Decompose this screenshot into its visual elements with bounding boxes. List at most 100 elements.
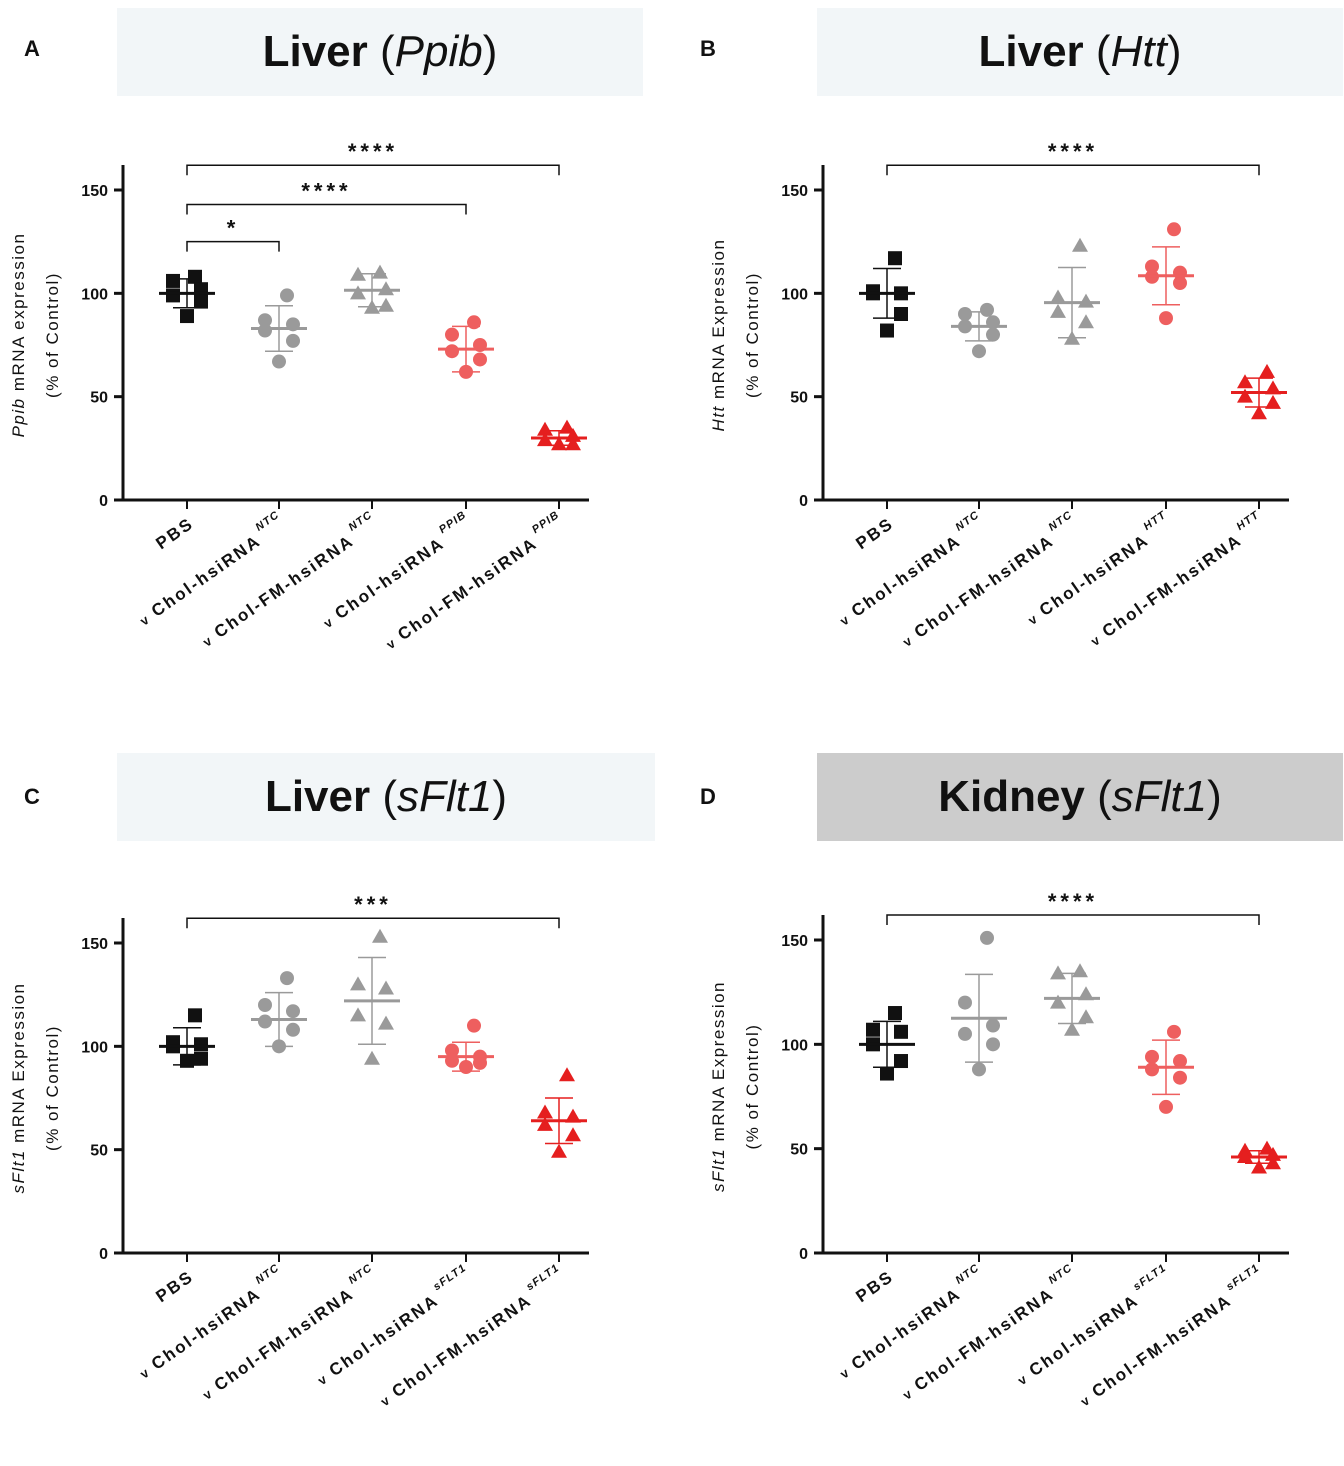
- data-point-circle: [972, 1062, 986, 1077]
- data-point-circle: [972, 344, 986, 359]
- scatter-chart: 0 50 100 150 sFlt1 mRNA Expression (% of Cont…: [709, 889, 1289, 1409]
- x-category-superscript: NTC: [253, 509, 281, 534]
- data-point-circle: [459, 364, 473, 379]
- x-category-name: PBS: [852, 514, 897, 553]
- y-tick-label: 150: [781, 933, 808, 950]
- x-category-prefix: v: [321, 610, 342, 631]
- x-category-prefix: v: [137, 1361, 158, 1382]
- data-point-triangle: [350, 266, 366, 281]
- data-point-square: [888, 1006, 902, 1021]
- data-point-triangle: [1050, 994, 1066, 1009]
- data-point-triangle: [378, 281, 394, 296]
- data-point-triangle: [537, 1116, 553, 1131]
- data-point-circle: [258, 323, 272, 338]
- x-category-superscript: HTT: [1234, 509, 1261, 533]
- data-point-circle: [286, 1022, 300, 1037]
- data-point-circle: [467, 315, 481, 330]
- x-category-text: v Chol-FM-hsiRNANTC: [895, 509, 1082, 651]
- data-point-circle: [958, 995, 972, 1010]
- x-category-label: v Chol-FM-hsiRNANTC: [200, 509, 375, 650]
- data-point-circle: [445, 344, 459, 359]
- panel-letter: B: [700, 36, 716, 61]
- data-point-triangle: [350, 976, 366, 991]
- data-point-circle: [986, 1018, 1000, 1033]
- data-point-circle: [980, 930, 994, 945]
- x-category-prefix: v: [137, 608, 158, 629]
- data-point-square: [194, 1037, 208, 1052]
- data-point-triangle: [1064, 330, 1080, 345]
- scatter-chart: 0 50 100 150 Htt mRNA Expression (% of Contro…: [709, 139, 1289, 651]
- title-paren-open: (: [370, 772, 398, 821]
- chart-title-box: Liver (Ppib): [117, 8, 643, 96]
- chart-title-gene: sFlt1: [397, 772, 493, 821]
- y-tick-label: 50: [790, 1142, 808, 1159]
- significance-bracket: [886, 164, 1260, 176]
- data-point-triangle: [551, 436, 567, 451]
- x-category-prefix: v: [900, 1382, 921, 1403]
- data-point-triangle: [1237, 388, 1253, 403]
- significance-bracket: [186, 917, 560, 929]
- data-point-triangle: [350, 285, 366, 300]
- significance-label: ****: [1048, 889, 1098, 914]
- y-axis-label-gene: Htt: [709, 405, 728, 431]
- x-category-superscript: sFLT1: [524, 1262, 562, 1293]
- data-point-triangle: [378, 297, 394, 312]
- data-point-triangle: [1078, 1009, 1094, 1024]
- x-category-label: v Chol-hsiRNANTC: [137, 1262, 282, 1382]
- x-category-label: v Chol-FM-hsiRNANTC: [900, 1262, 1075, 1403]
- x-category-superscript: NTC: [953, 509, 981, 534]
- y-tick-label: 0: [99, 1246, 108, 1263]
- chart-title: Kidney: [938, 772, 1085, 821]
- data-point-triangle: [565, 436, 581, 451]
- x-category-prefix: v: [1078, 1388, 1099, 1409]
- x-category-label: v Chol-hsiRNAsFLT1: [315, 1262, 469, 1388]
- y-tick-label: 50: [90, 390, 108, 407]
- x-category-text: v Chol-hsiRNANTC: [832, 1262, 989, 1383]
- data-point-circle: [1159, 1099, 1173, 1114]
- data-point-circle: [1173, 276, 1187, 290]
- x-category-label: v Chol-hsiRNAPPIB: [321, 509, 469, 631]
- x-category-name: PBS: [852, 1267, 897, 1306]
- y-axis-label: sFlt1 mRNA Expression: [709, 981, 728, 1192]
- data-point-triangle: [551, 1143, 567, 1158]
- x-category-text: PBS: [852, 1267, 897, 1306]
- y-axis-label-line2: (% of Control): [43, 1025, 62, 1151]
- data-point-triangle: [1251, 1159, 1267, 1174]
- data-point-square: [194, 1051, 208, 1066]
- x-category-prefix: v: [1088, 628, 1109, 649]
- data-point-circle: [1145, 259, 1159, 274]
- significance-label: ****: [348, 139, 398, 164]
- data-point-circle: [1167, 1024, 1181, 1039]
- data-point-circle: [286, 1004, 300, 1019]
- data-point-triangle: [565, 1127, 581, 1142]
- data-point-circle: [459, 1060, 473, 1074]
- title-paren-close: ): [1166, 27, 1182, 76]
- y-axis-label-gene: sFlt1: [9, 1149, 28, 1193]
- panel-b: B Liver (Htt) 0 50 100 150 Htt mRNA Expressi…: [700, 0, 1344, 733]
- data-point-triangle: [1078, 293, 1094, 308]
- x-category-superscript: PPIB: [437, 509, 469, 536]
- y-axis-label-rest: mRNA expression: [9, 233, 28, 398]
- significance-bracket: [186, 203, 467, 215]
- data-point-circle: [986, 1037, 1000, 1052]
- data-point-triangle: [1078, 986, 1094, 1001]
- title-paren-open: (: [1083, 27, 1111, 76]
- data-point-square: [894, 1024, 908, 1039]
- chart-title: Liver: [264, 772, 371, 821]
- data-point-triangle: [1078, 314, 1094, 329]
- x-category-superscript: NTC: [953, 1262, 981, 1287]
- data-point-circle: [280, 288, 294, 303]
- x-category-superscript: NTC: [346, 1262, 374, 1287]
- x-category-superscript: NTC: [1046, 1262, 1074, 1287]
- data-point-circle: [286, 333, 300, 348]
- y-tick-label: 50: [90, 1143, 108, 1160]
- y-axis-label-rest: mRNA Expression: [9, 982, 28, 1149]
- x-category-label: v Chol-hsiRNAsFLT1: [1015, 1262, 1169, 1388]
- y-tick-label: 100: [81, 1039, 108, 1056]
- x-category-name: PBS: [152, 514, 197, 553]
- chart-title-box: Liver (sFlt1): [117, 753, 655, 841]
- title-paren-open: (: [1084, 772, 1112, 821]
- x-category-label: v Chol-FM-hsiRNAsFLT1: [1078, 1262, 1262, 1409]
- data-point-square: [888, 251, 902, 266]
- data-point-square: [166, 273, 180, 288]
